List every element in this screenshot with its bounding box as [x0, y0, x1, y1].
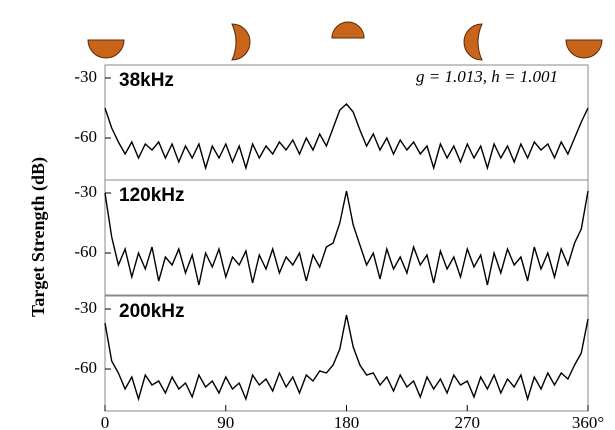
- panel-title: 38kHz: [119, 70, 174, 91]
- y-tick-label: -30: [74, 182, 97, 201]
- panel-title: 200kHz: [119, 301, 185, 322]
- x-tick-label: 90: [217, 413, 234, 430]
- x-tick-label: 360°: [572, 413, 604, 430]
- panel-title: 120kHz: [119, 185, 185, 206]
- y-tick-label: -60: [74, 127, 97, 146]
- y-tick-label: -60: [74, 358, 97, 377]
- x-tick-label: 0: [101, 413, 110, 430]
- orientation-icons: [88, 22, 602, 60]
- icon: [464, 24, 482, 60]
- icon: [566, 40, 602, 58]
- y-axis-label: Target Strength (dB): [28, 157, 49, 317]
- x-tick-label: 180: [334, 413, 360, 430]
- icon: [232, 24, 250, 60]
- series-line: [105, 104, 588, 168]
- annotation: g = 1.013, h = 1.001: [416, 67, 558, 86]
- series-line: [105, 315, 588, 399]
- y-tick-label: -60: [74, 242, 97, 261]
- x-tick-label: 270: [455, 413, 481, 430]
- y-tick-label: -30: [74, 67, 97, 86]
- icon: [332, 22, 364, 38]
- chart: Target Strength (dB) -30 -60 38kHz g = 1.01…: [0, 0, 615, 430]
- y-tick-label: -30: [74, 298, 97, 317]
- icon: [88, 40, 124, 58]
